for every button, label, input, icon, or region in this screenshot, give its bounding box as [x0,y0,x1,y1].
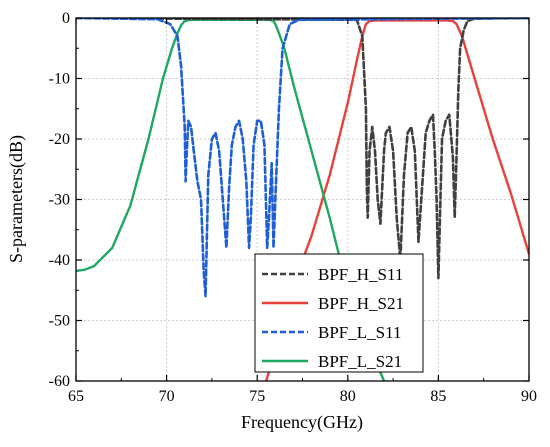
x-tick-label: 90 [521,388,537,405]
x-axis-title: Frequency(GHz) [241,412,363,433]
legend: BPF_H_S11 BPF_H_S21 BPF_L_S11 BPF_L_S21 [254,253,424,373]
x-tick-label: 85 [430,388,446,405]
y-tick-label: -20 [49,131,70,148]
y-tick-label: 0 [62,10,70,27]
y-tick-label: -10 [49,71,70,88]
y-tick-label: -50 [49,313,70,330]
legend-label-bpf-l-s11: BPF_L_S11 [318,323,401,342]
series-lines [76,18,529,381]
y-tick-label: -30 [49,192,70,209]
x-tick-label: 75 [249,388,265,405]
y-tick-label: -60 [49,373,70,390]
legend-label-bpf-h-s11: BPF_H_S11 [318,265,403,284]
x-tick-label: 70 [159,388,175,405]
x-tick-label: 65 [68,388,84,405]
series-line-bpf-h-s11 [76,18,529,280]
y-axis-title: S-parameters(dB) [6,135,27,263]
y-tick-label: -40 [49,252,70,269]
legend-label-bpf-h-s21: BPF_H_S21 [318,294,404,313]
axis-ticks: 65 70 75 80 85 90 0 -10 -20 -30 -40 -50 -60 [49,10,537,405]
series-line-bpf-l-s11 [76,18,529,298]
x-tick-label: 80 [340,388,356,405]
legend-label-bpf-l-s21: BPF_L_S21 [318,352,402,371]
